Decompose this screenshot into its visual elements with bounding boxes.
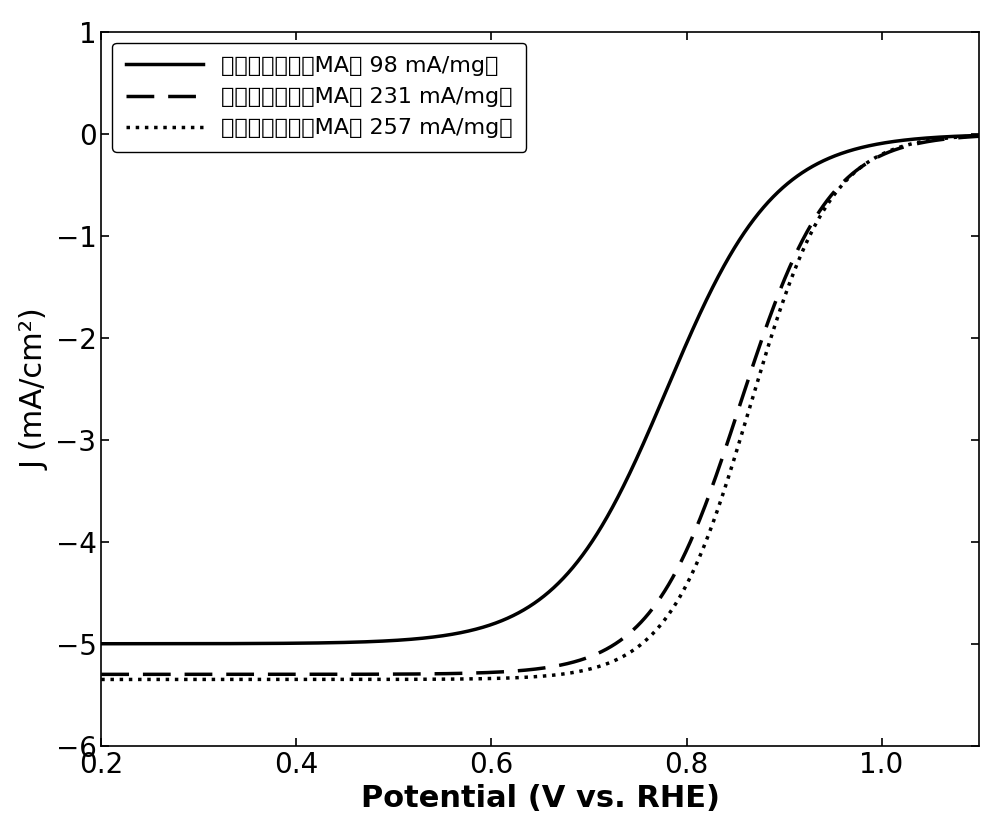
未进行预处理（MA： 98 mA/mg） (787, 174, 799, 184)
现有洗涤方式（MA： 231 mA/mg） (787, 256, 799, 266)
现有洗涤方式（MA： 231 mA/mg） (140, 670, 152, 680)
氨气洗涤方式（MA： 257 mA/mg） (522, 672, 534, 682)
氨气洗涤方式（MA： 257 mA/mg） (947, 133, 959, 143)
现有洗涤方式（MA： 231 mA/mg） (499, 666, 511, 676)
X-axis label: Potential (V vs. RHE): Potential (V vs. RHE) (361, 784, 720, 813)
Line: 未进行预处理（MA： 98 mA/mg）: 未进行预处理（MA： 98 mA/mg） (101, 135, 979, 644)
氨气洗涤方式（MA： 257 mA/mg） (95, 675, 107, 685)
未进行预处理（MA： 98 mA/mg） (973, 130, 985, 140)
未进行预处理（MA： 98 mA/mg） (948, 132, 960, 142)
现有洗涤方式（MA： 231 mA/mg） (947, 133, 959, 143)
现有洗涤方式（MA： 231 mA/mg） (948, 133, 960, 143)
未进行预处理（MA： 98 mA/mg） (95, 639, 107, 649)
Line: 氨气洗涤方式（MA： 257 mA/mg）: 氨气洗涤方式（MA： 257 mA/mg） (101, 136, 979, 680)
未进行预处理（MA： 98 mA/mg） (499, 615, 511, 625)
未进行预处理（MA： 98 mA/mg） (140, 639, 152, 649)
氨气洗涤方式（MA： 257 mA/mg） (973, 131, 985, 141)
氨气洗涤方式（MA： 257 mA/mg） (140, 675, 152, 685)
氨气洗涤方式（MA： 257 mA/mg） (787, 270, 799, 280)
Y-axis label: J (mA/cm²): J (mA/cm²) (21, 308, 50, 470)
Legend: 未进行预处理（MA： 98 mA/mg）, 现有洗涤方式（MA： 231 mA/mg）, 氨气洗涤方式（MA： 257 mA/mg）: 未进行预处理（MA： 98 mA/mg）, 现有洗涤方式（MA： 231 mA/… (112, 43, 526, 152)
氨气洗涤方式（MA： 257 mA/mg） (948, 133, 960, 143)
未进行预处理（MA： 98 mA/mg） (947, 132, 959, 142)
现有洗涤方式（MA： 231 mA/mg） (522, 665, 534, 675)
氨气洗涤方式（MA： 257 mA/mg） (499, 673, 511, 683)
Line: 现有洗涤方式（MA： 231 mA/mg）: 现有洗涤方式（MA： 231 mA/mg） (101, 136, 979, 675)
现有洗涤方式（MA： 231 mA/mg） (95, 670, 107, 680)
未进行预处理（MA： 98 mA/mg） (522, 602, 534, 612)
现有洗涤方式（MA： 231 mA/mg） (973, 131, 985, 141)
